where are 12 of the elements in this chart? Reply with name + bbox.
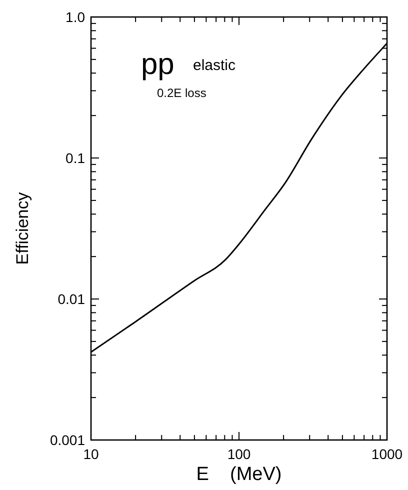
y-tick-label: 0.01 — [58, 291, 86, 307]
y-tick-label: 0.1 — [66, 150, 86, 166]
y-axis-title: Efficiency — [13, 192, 32, 265]
x-tick-label: 10 — [83, 446, 99, 462]
annotation: elastic — [193, 57, 236, 74]
y-tick-label: 1.0 — [66, 9, 86, 25]
y-tick-label: 0.001 — [50, 432, 86, 448]
x-axis-title: E (MeV) — [196, 464, 282, 485]
annotation: 0.2E loss — [157, 86, 206, 100]
x-tick-label: 100 — [227, 446, 251, 462]
annotation: pp — [141, 48, 174, 81]
x-tick-label: 1000 — [371, 446, 403, 462]
